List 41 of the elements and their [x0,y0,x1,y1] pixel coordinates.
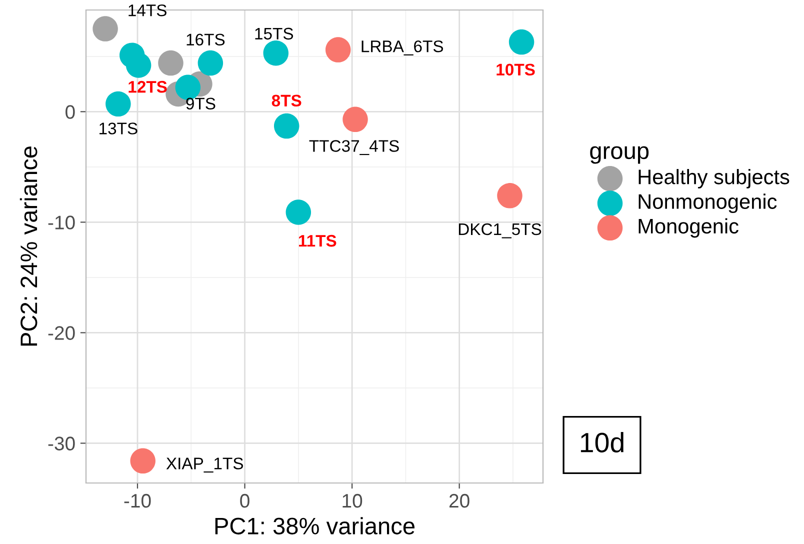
point [325,37,351,62]
x-tick-label: 0 [240,494,250,508]
annotation: 11TS [299,234,336,247]
text: 10d [580,432,624,452]
annotation: DKC1_5TS [458,223,542,238]
point [198,50,224,76]
x-tick-label: 10 [342,494,362,508]
annotation: 12TS [128,80,167,93]
x-tick-label: 20 [449,494,470,508]
annotation: 16TS [186,34,225,46]
annotation: LRBA_6TS [362,40,444,56]
point [342,106,368,132]
point [497,183,522,208]
point [130,448,156,474]
point [286,200,312,225]
annotation: TTC37_4TS [309,140,399,156]
point [126,52,152,78]
legend-label: Nonmonogenic [638,194,777,214]
point [158,50,184,76]
x-tick-label: -10 [124,494,151,508]
annotation: XIAP_1TS [166,458,243,473]
point [92,16,118,42]
annotation: 14TS [128,4,166,16]
legend-label: Monogenic [638,218,738,238]
annotation: 10TS [496,64,535,76]
point [106,91,131,117]
annotation: 15TS [255,28,294,40]
legend-title: group [590,146,649,164]
y-tick-label: -30 [48,436,75,450]
annotation: 8TS [272,94,302,107]
point [274,113,300,139]
point [263,40,288,66]
annotation: 13TS [100,122,138,134]
legend-label: Healthy subjects [638,169,790,188]
x-axis-title: PC1: 38% variance [215,517,415,534]
y-axis-title: PC2: 24% variance [20,146,38,346]
y-tick-label: -20 [48,326,75,340]
y-tick-label: -10 [48,216,75,230]
annotation: 9TS [186,98,216,110]
point [508,29,534,55]
y-tick-label: 0 [66,105,75,119]
